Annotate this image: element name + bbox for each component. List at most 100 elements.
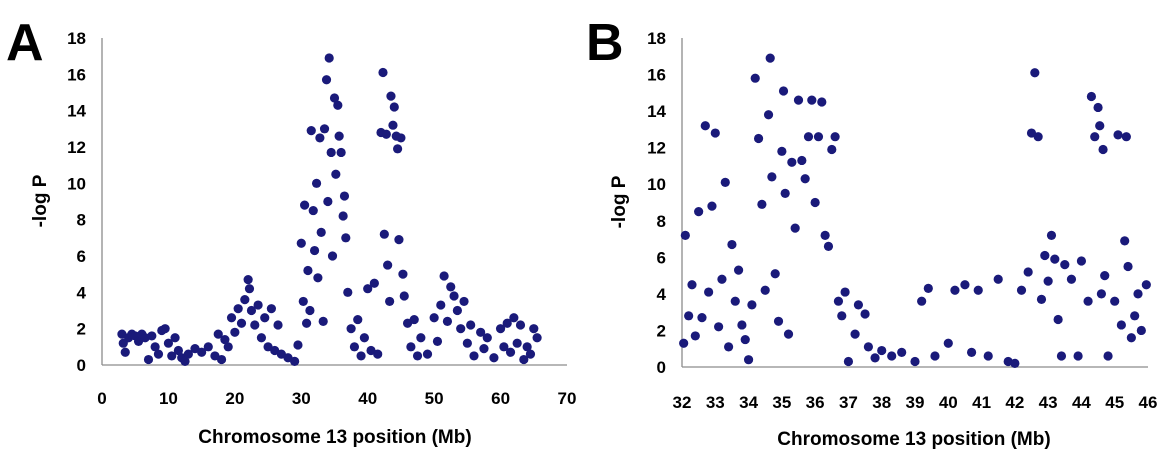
x-tick-label: 37 xyxy=(839,393,858,412)
data-point xyxy=(302,318,312,328)
data-point xyxy=(1095,121,1105,131)
data-point xyxy=(680,230,690,240)
data-point xyxy=(499,342,509,352)
data-point xyxy=(993,274,1003,284)
panel-b-y-tick-labels: 0 2 4 6 8 10 12 14 16 18 xyxy=(647,29,666,377)
data-point xyxy=(393,144,403,154)
data-point xyxy=(1113,130,1123,140)
x-tick-label: 43 xyxy=(1039,393,1058,412)
x-tick-label: 40 xyxy=(358,389,377,408)
data-point xyxy=(1033,132,1043,142)
data-point xyxy=(813,132,824,142)
data-point xyxy=(787,157,797,167)
data-point xyxy=(203,342,213,352)
data-point xyxy=(877,345,887,356)
data-point xyxy=(679,338,689,348)
data-point xyxy=(319,124,330,134)
data-point xyxy=(163,338,174,348)
data-point xyxy=(1100,271,1110,281)
data-point xyxy=(386,91,396,101)
data-point xyxy=(740,334,750,345)
data-point xyxy=(399,291,409,301)
x-tick-label: 30 xyxy=(292,389,311,408)
x-tick-label: 33 xyxy=(706,393,725,412)
panel-a-x-axis-title: Chromosome 13 position (Mb) xyxy=(198,427,471,448)
data-point xyxy=(1093,102,1103,113)
data-point xyxy=(373,349,383,359)
data-point xyxy=(173,345,183,356)
data-point xyxy=(1086,91,1097,102)
data-point xyxy=(359,333,369,343)
data-point xyxy=(730,296,740,306)
data-point xyxy=(724,342,734,352)
y-tick-label: 6 xyxy=(657,248,666,267)
data-point xyxy=(783,329,794,339)
x-tick-label: 45 xyxy=(1105,393,1124,412)
data-point xyxy=(777,146,787,156)
data-point xyxy=(308,205,318,216)
y-tick-label: 14 xyxy=(67,102,86,121)
data-point xyxy=(837,311,847,321)
data-point xyxy=(300,200,310,210)
data-point xyxy=(226,313,237,323)
data-point xyxy=(1123,261,1133,272)
data-point xyxy=(323,196,333,207)
data-point xyxy=(960,280,970,290)
y-tick-label: 16 xyxy=(647,66,666,85)
data-point xyxy=(469,351,479,361)
data-point xyxy=(338,211,348,221)
data-point xyxy=(1056,351,1067,361)
panel-b-points xyxy=(679,53,1151,368)
data-point xyxy=(1023,267,1033,277)
data-point xyxy=(432,336,443,346)
data-point xyxy=(476,327,486,337)
data-point xyxy=(860,309,870,319)
data-point xyxy=(1090,132,1100,142)
data-point xyxy=(532,333,542,343)
data-point xyxy=(950,285,960,295)
data-point xyxy=(442,316,453,326)
data-point xyxy=(197,347,207,357)
data-point xyxy=(429,313,439,323)
data-point xyxy=(770,269,780,279)
panel-a-letter: A xyxy=(6,14,44,72)
data-point xyxy=(412,351,423,361)
data-point xyxy=(897,347,907,357)
data-point xyxy=(305,305,315,316)
data-point xyxy=(840,287,850,297)
data-point xyxy=(966,347,977,357)
x-tick-label: 20 xyxy=(225,389,244,408)
data-point xyxy=(525,349,536,359)
data-point xyxy=(1096,289,1106,299)
data-point xyxy=(778,86,789,96)
data-point xyxy=(246,305,257,316)
panel-b-y-axis-title: -log P xyxy=(609,175,630,228)
data-point xyxy=(917,296,927,306)
data-point xyxy=(707,201,717,211)
data-point xyxy=(250,320,260,330)
data-point xyxy=(1050,254,1060,264)
data-point xyxy=(515,320,526,330)
panel-a-points xyxy=(117,53,542,366)
data-point xyxy=(973,285,983,295)
data-point xyxy=(356,351,366,361)
data-point xyxy=(714,322,724,332)
data-point xyxy=(1120,236,1130,246)
data-point xyxy=(479,344,489,354)
data-point xyxy=(1121,132,1131,142)
data-point xyxy=(1130,311,1140,321)
y-tick-label: 0 xyxy=(657,358,666,377)
data-point xyxy=(790,223,800,233)
x-tick-label: 46 xyxy=(1139,393,1158,412)
data-point xyxy=(389,102,399,112)
x-tick-label: 50 xyxy=(425,389,444,408)
data-point xyxy=(336,147,346,158)
data-point xyxy=(687,280,697,290)
data-point xyxy=(773,316,784,326)
data-point xyxy=(797,155,807,166)
data-point xyxy=(505,347,516,357)
data-point xyxy=(697,313,707,323)
x-tick-label: 60 xyxy=(491,389,510,408)
data-point xyxy=(213,329,223,339)
data-point xyxy=(243,275,253,285)
